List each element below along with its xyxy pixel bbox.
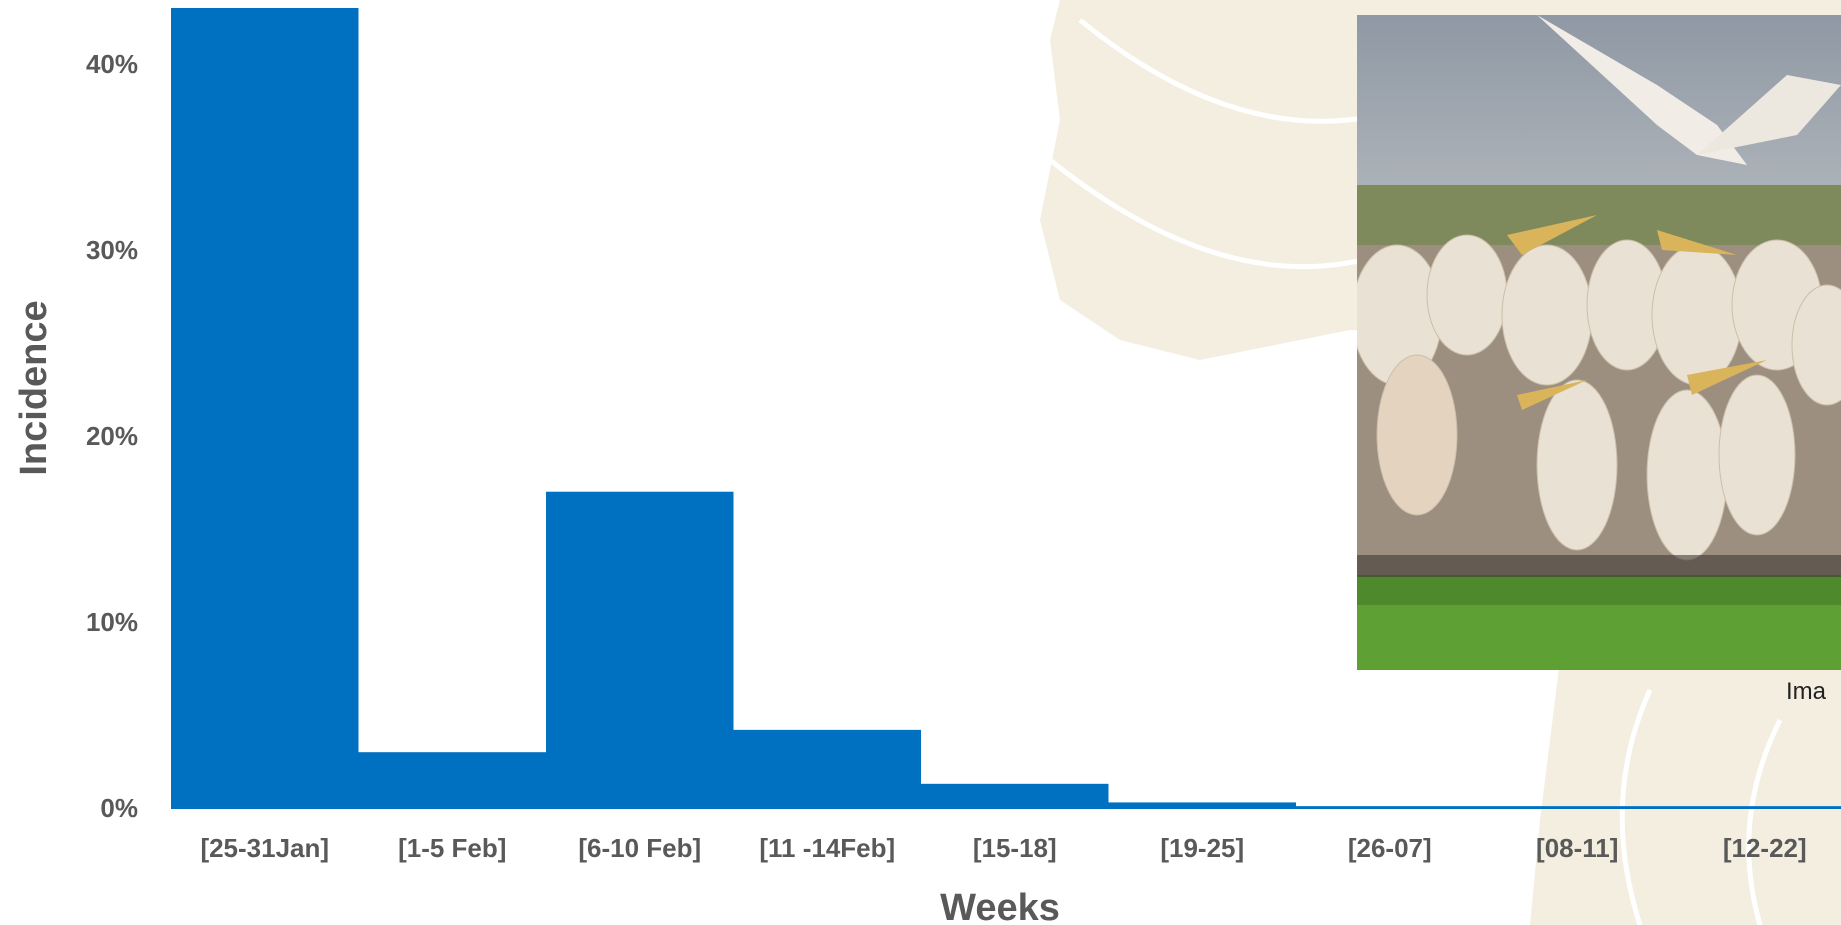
map-arc: [1746, 718, 1783, 925]
bar-2: [546, 491, 734, 808]
x-axis-label: Weeks: [940, 887, 1060, 925]
y-tick-labels: 0% 10% 20% 30% 40%: [86, 49, 138, 823]
x-tick-label: [25-31Jan]: [200, 833, 329, 863]
x-tick-label: [6-10 Feb]: [578, 833, 701, 863]
bar-0: [171, 8, 359, 808]
x-tick-labels: [25-31Jan] [1-5 Feb] [6-10 Feb] [11 -14Feb]…: [200, 833, 1806, 863]
x-tick-label: [11 -14Feb]: [759, 833, 895, 863]
photo-caption: Ima: [1786, 678, 1827, 705]
y-tick-label: 20%: [86, 421, 138, 451]
pelican-photo: [1357, 15, 1841, 670]
x-tick-label: [19-25]: [1160, 833, 1244, 863]
y-tick-label: 10%: [86, 607, 138, 637]
map-arc: [1619, 688, 1653, 925]
x-tick-label: [08-11]: [1536, 833, 1618, 863]
bar-1: [358, 752, 546, 808]
bar-4: [921, 783, 1109, 808]
y-tick-label: 0%: [100, 793, 138, 823]
y-tick-label: 30%: [86, 235, 138, 265]
bar-3: [733, 729, 921, 808]
y-tick-label: 40%: [86, 49, 138, 79]
bar-5: [1108, 802, 1296, 808]
x-tick-label: [15-18]: [973, 833, 1057, 863]
pelican-photo-drawing: [1357, 15, 1841, 670]
x-tick-label: [12-22]: [1723, 833, 1807, 863]
x-tick-label: [1-5 Feb]: [398, 833, 506, 863]
map-shape-lower: [1530, 620, 1841, 925]
x-tick-label: [26-07]: [1348, 833, 1432, 863]
y-axis-label: Incidence: [13, 300, 55, 475]
